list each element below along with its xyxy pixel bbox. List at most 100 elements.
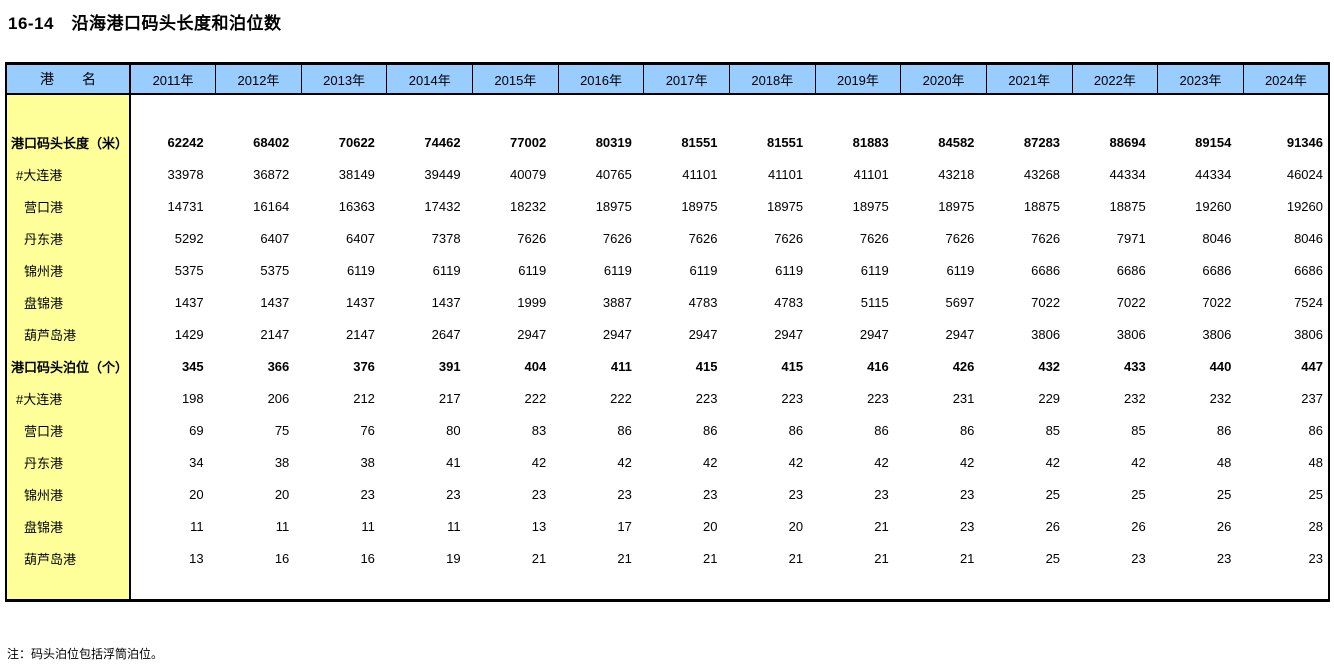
value-cell: 3806 xyxy=(986,318,1073,350)
value-cell: 23 xyxy=(1157,542,1244,574)
value-cell: 206 xyxy=(215,382,302,414)
value-cell: 70622 xyxy=(301,126,387,158)
value-cell: 40079 xyxy=(472,158,559,190)
value-cell: 11 xyxy=(386,510,473,542)
value-cell: 14731 xyxy=(130,190,216,222)
value-cell: 20 xyxy=(643,510,730,542)
value-cell: 2947 xyxy=(900,318,987,350)
value-cell: 19260 xyxy=(1243,190,1329,222)
value-cell: 26 xyxy=(1072,510,1158,542)
value-cell: 415 xyxy=(643,350,730,382)
value-cell: 231 xyxy=(900,382,987,414)
table-row: 丹东港 34 38 38 41 42 42 42 42 42 42 42 42 48 48 xyxy=(6,446,1329,478)
value-cell: 41 xyxy=(386,446,473,478)
value-cell: 2947 xyxy=(558,318,644,350)
value-cell: 23 xyxy=(900,478,987,510)
value-cell: 25 xyxy=(986,542,1073,574)
value-cell: 433 xyxy=(1072,350,1158,382)
value-cell: 41101 xyxy=(815,158,901,190)
value-cell: 23 xyxy=(900,510,987,542)
value-cell: 416 xyxy=(815,350,901,382)
value-cell: 7626 xyxy=(815,222,901,254)
value-cell: 212 xyxy=(301,382,387,414)
value-cell: 19260 xyxy=(1157,190,1244,222)
value-cell: 6119 xyxy=(301,254,387,286)
value-cell: 229 xyxy=(986,382,1073,414)
value-cell: 39449 xyxy=(386,158,473,190)
table-row: 锦州港 20 20 23 23 23 23 23 23 23 23 25 25 25 25 xyxy=(6,478,1329,510)
value-cell: 3806 xyxy=(1243,318,1329,350)
value-cell: 223 xyxy=(815,382,901,414)
value-cell: 83 xyxy=(472,414,559,446)
value-cell: 89154 xyxy=(1157,126,1244,158)
value-cell: 3806 xyxy=(1072,318,1158,350)
table-row: 港口码头泊位（个） 345 366 376 391 404 411 415 415 416 426 4… xyxy=(6,350,1329,382)
value-cell: 87283 xyxy=(986,126,1073,158)
value-cell: 11 xyxy=(215,510,302,542)
value-cell: 6119 xyxy=(643,254,730,286)
value-cell: 13 xyxy=(130,542,216,574)
value-cell: 19 xyxy=(386,542,473,574)
row-label: 港口码头泊位（个） xyxy=(6,350,131,382)
value-cell: 11 xyxy=(130,510,216,542)
value-cell: 6119 xyxy=(900,254,987,286)
value-cell: 48 xyxy=(1243,446,1329,478)
value-cell: 376 xyxy=(301,350,387,382)
value-cell: 16 xyxy=(215,542,302,574)
value-cell: 432 xyxy=(986,350,1073,382)
value-cell: 6119 xyxy=(729,254,816,286)
value-cell: 8046 xyxy=(1157,222,1244,254)
value-cell: 415 xyxy=(729,350,816,382)
value-cell: 2947 xyxy=(729,318,816,350)
value-cell: 222 xyxy=(558,382,644,414)
value-cell: 7022 xyxy=(1072,286,1158,318)
value-cell: 41101 xyxy=(643,158,730,190)
year-header: 2012年 xyxy=(215,63,302,95)
coastal-port-table: 港 名 2011年 2012年 2013年 2014年 2015年 2016年 2017年 2… xyxy=(5,62,1330,602)
year-header: 2020年 xyxy=(900,63,987,95)
value-cell: 404 xyxy=(472,350,559,382)
value-cell: 223 xyxy=(643,382,730,414)
value-cell: 38 xyxy=(301,446,387,478)
value-cell: 21 xyxy=(558,542,644,574)
value-cell: 42 xyxy=(986,446,1073,478)
value-cell: 6119 xyxy=(472,254,559,286)
value-cell: 6686 xyxy=(1072,254,1158,286)
value-cell: 6686 xyxy=(1157,254,1244,286)
value-cell: 426 xyxy=(900,350,987,382)
year-header: 2011年 xyxy=(129,63,217,95)
value-cell: 223 xyxy=(729,382,816,414)
value-cell: 86 xyxy=(643,414,730,446)
value-cell: 2947 xyxy=(643,318,730,350)
value-cell: 18875 xyxy=(1072,190,1158,222)
value-cell: 23 xyxy=(386,478,473,510)
value-cell: 411 xyxy=(558,350,644,382)
table-body: 港口码头长度（米） 62242 68402 70622 74462 77002 80319 8… xyxy=(6,94,1329,600)
value-cell: 23 xyxy=(815,478,901,510)
value-cell: 41101 xyxy=(729,158,816,190)
value-cell: 85 xyxy=(1072,414,1158,446)
value-cell: 5697 xyxy=(900,286,987,318)
table-row: 盘锦港 11 11 11 11 13 17 20 20 21 23 26 26 26 28 xyxy=(6,510,1329,542)
table-top-spacer xyxy=(6,94,1329,126)
value-cell: 391 xyxy=(386,350,473,382)
value-cell: 42 xyxy=(472,446,559,478)
value-cell: 7626 xyxy=(729,222,816,254)
value-cell: 18975 xyxy=(558,190,644,222)
row-label: 营口港 xyxy=(6,190,131,222)
value-cell: 69 xyxy=(130,414,216,446)
year-header: 2014年 xyxy=(386,63,474,95)
value-cell: 447 xyxy=(1243,350,1329,382)
row-label: 锦州港 xyxy=(6,254,131,286)
value-cell: 5375 xyxy=(215,254,302,286)
year-header: 2013年 xyxy=(300,63,388,95)
value-cell: 80319 xyxy=(558,126,644,158)
row-label: #大连港 xyxy=(6,382,131,414)
value-cell: 76 xyxy=(301,414,387,446)
value-cell: 20 xyxy=(729,510,816,542)
value-cell: 86 xyxy=(1243,414,1329,446)
value-cell: 42 xyxy=(729,446,816,478)
value-cell: 81883 xyxy=(815,126,901,158)
value-cell: 86 xyxy=(1157,414,1244,446)
value-cell: 18232 xyxy=(472,190,559,222)
